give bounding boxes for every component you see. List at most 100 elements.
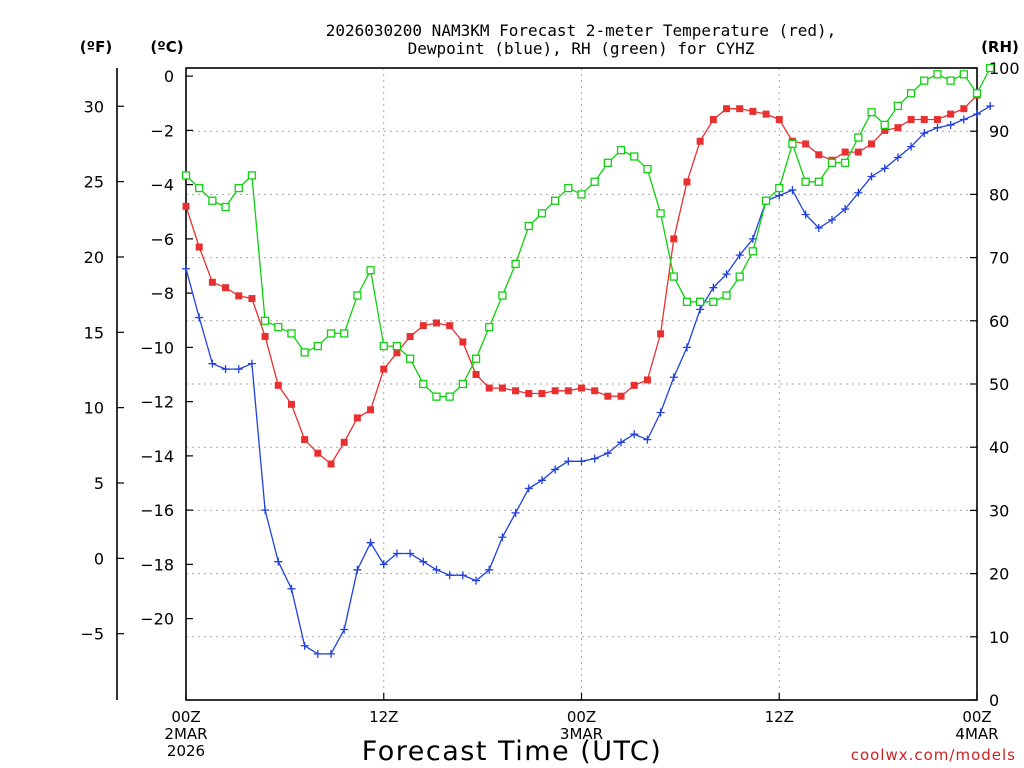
rh-tick-label: 50 — [989, 375, 1009, 394]
temperature-point — [736, 105, 744, 113]
rh-tick-label: 90 — [989, 122, 1009, 141]
temperature-point — [393, 349, 401, 357]
dewpoint-point — [234, 365, 243, 374]
temperature-point — [762, 110, 770, 118]
temperature-point — [195, 243, 203, 251]
temperature-point — [406, 333, 414, 341]
dewpoint-point — [920, 129, 929, 138]
temperature-point — [775, 116, 783, 124]
dewpoint-point — [458, 571, 467, 580]
rh-point — [274, 322, 283, 332]
rh-point — [867, 108, 876, 117]
rh-point — [682, 297, 692, 306]
rh-point — [841, 158, 850, 167]
rh-point — [735, 272, 744, 281]
rh-point — [287, 329, 296, 338]
dewpoint-point — [195, 313, 204, 322]
dewpoint-point — [933, 123, 942, 132]
rh-tick-label: 0 — [989, 691, 999, 710]
rh-point — [405, 354, 415, 363]
dewpoint-point — [208, 359, 217, 368]
temperature-point — [446, 322, 454, 330]
dewpoint-point — [366, 538, 375, 547]
temperature-point — [472, 371, 480, 379]
dewpoint-point — [564, 457, 573, 466]
dewpoint-point — [986, 101, 995, 110]
celsius-tick-label: −14 — [140, 447, 174, 466]
rh-point — [340, 329, 349, 338]
dewpoint-point — [353, 565, 362, 574]
dewpoint-point — [814, 224, 823, 233]
dewpoint-point — [287, 584, 296, 593]
dewpoint-point — [577, 457, 586, 466]
time-tick-label: 00Z — [171, 708, 200, 726]
rh-point — [524, 221, 533, 231]
rh-point — [537, 209, 547, 218]
dewpoint-point — [551, 465, 560, 474]
temperature-point — [314, 449, 322, 457]
temperature-point — [696, 137, 704, 145]
rh-point — [946, 76, 955, 85]
temperature-point — [222, 284, 230, 292]
temperature-point — [854, 148, 862, 156]
fahrenheit-tick-label: 5 — [94, 474, 104, 493]
dewpoint-point — [709, 283, 718, 292]
rh-tick-label: 60 — [989, 312, 1009, 331]
rh-point — [511, 259, 520, 269]
temperature-point — [327, 460, 335, 468]
dewpoint-point — [379, 560, 388, 569]
rh-tick-label: 20 — [989, 565, 1009, 584]
dewpoint-point — [590, 454, 599, 463]
dewpoint-point — [261, 506, 270, 515]
celsius-tick-label: 0 — [164, 67, 174, 86]
rh-tick-label: 70 — [989, 249, 1009, 268]
rh-point — [616, 146, 626, 155]
rh-point — [419, 379, 428, 389]
temperature-point — [630, 381, 638, 389]
rh-point — [933, 70, 942, 79]
rh-point — [471, 354, 481, 363]
rh-point — [221, 202, 230, 212]
rh-tick-label: 100 — [989, 59, 1020, 78]
fahrenheit-tick-label: 20 — [84, 248, 104, 267]
fahrenheit-tick-label: 0 — [94, 549, 104, 568]
dewpoint-point — [946, 120, 955, 129]
rh-point — [498, 291, 507, 300]
temperature-point — [235, 292, 243, 300]
dewpoint-point — [340, 625, 349, 634]
temperature-point — [683, 178, 691, 186]
dewpoint-point — [682, 343, 691, 352]
rh-point — [603, 158, 613, 167]
celsius-tick-label: −18 — [140, 555, 174, 574]
rh-point — [195, 183, 204, 193]
dewpoint-point — [247, 359, 256, 368]
rh-point — [709, 297, 718, 306]
celsius-tick-label: −20 — [140, 610, 174, 629]
dewpoint-point — [221, 365, 230, 374]
rh-point — [801, 177, 810, 186]
rh-point — [313, 341, 322, 351]
dewpoint-point — [274, 557, 283, 566]
rh-point — [761, 196, 771, 205]
dewpoint-point — [182, 264, 190, 273]
rh-point — [972, 89, 982, 98]
temperature-point — [432, 319, 440, 327]
rh-point — [577, 190, 586, 199]
dewpoint-point — [801, 210, 810, 219]
rh-point — [906, 89, 916, 98]
data-series — [181, 63, 995, 658]
temperature-point — [459, 338, 467, 346]
temperature-point — [274, 381, 282, 389]
dewpoint-point — [841, 205, 850, 214]
fahrenheit-tick-label: 30 — [84, 97, 104, 116]
dewpoint-point — [472, 576, 481, 585]
dewpoint-point — [722, 270, 731, 279]
dewpoint-point — [827, 215, 836, 224]
dewpoint-point — [406, 549, 415, 558]
temperature-point — [709, 116, 717, 124]
chart-title-line-1: 2026030200 NAM3KM Forecast 2-meter Tempe… — [326, 21, 837, 40]
dewpoint-point — [327, 649, 336, 658]
rh-point — [485, 322, 494, 332]
temperature-point — [248, 295, 256, 303]
dewpoint-point — [432, 565, 441, 574]
